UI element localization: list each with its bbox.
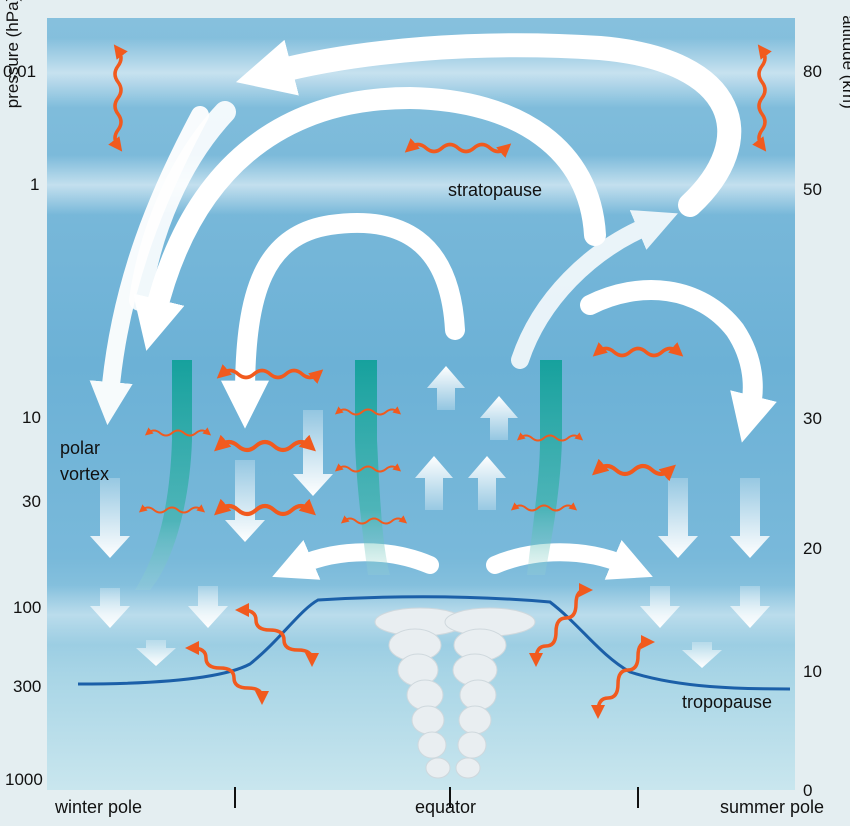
wave-arrow: [214, 434, 316, 452]
bottom-ticks: [234, 787, 639, 808]
pressure-axis-title: pressure (hPa): [3, 0, 22, 109]
equator-label: equator: [415, 797, 477, 817]
altitude-tick: 50: [803, 180, 822, 199]
wave-arrow: [235, 603, 319, 667]
tropical-divergence-right: [486, 540, 653, 580]
tropical-divergence-left: [272, 540, 439, 580]
polar-vortex-label-line2: vortex: [60, 464, 110, 484]
pressure-tick: 1: [30, 175, 40, 194]
wave-arrow: [404, 138, 512, 158]
convective-clouds: [374, 607, 536, 779]
pressure-tick: 300: [13, 677, 42, 696]
pressure-tick: 1000: [5, 770, 43, 789]
down-arrow: [188, 586, 228, 628]
stratopause-label: stratopause: [448, 180, 543, 200]
pressure-tick: 10: [22, 408, 41, 427]
up-arrow: [427, 366, 465, 410]
rising-to-upper-arrow: [511, 210, 678, 369]
wave-arrow: [529, 583, 593, 667]
inner-stratospheric-arrow: [221, 212, 465, 429]
winter-pole-label: winter pole: [55, 797, 143, 817]
down-arrow: [90, 588, 130, 628]
wave-arrow: [510, 502, 578, 512]
wave-arrow: [592, 342, 684, 358]
circulation-arrows: [89, 33, 777, 580]
wave-arrows: [108, 44, 772, 719]
wave-arrow: [592, 458, 676, 482]
down-arrow: [730, 586, 770, 628]
wave-arrow: [752, 44, 772, 152]
altitude-tick: 80: [803, 62, 822, 81]
winter-vortex-band: [135, 360, 192, 590]
summer-band: [527, 360, 562, 575]
wave-arrow: [138, 504, 206, 514]
wave-arrow: [214, 498, 316, 516]
altitude-tick: 30: [803, 409, 822, 428]
altitude-axis-title: altitude (km): [839, 15, 850, 109]
wave-arrow: [334, 463, 402, 473]
down-arrow: [136, 640, 176, 666]
wave-arrow: [340, 515, 408, 525]
tropopause-label: tropopause: [682, 692, 773, 712]
pressure-tick: 30: [22, 492, 41, 511]
mesospheric-arrow: [133, 86, 606, 351]
wave-arrow: [334, 406, 402, 416]
altitude-tick: 20: [803, 539, 822, 558]
down-arrow: [293, 410, 333, 496]
down-arrow: [730, 478, 770, 558]
left-stratospheric-arrow: [89, 106, 209, 426]
up-arrow: [415, 456, 453, 510]
altitude-tick: 10: [803, 662, 822, 681]
pressure-tick: 100: [13, 598, 42, 617]
wave-arrow: [185, 641, 269, 705]
altitude-tick: 0: [803, 781, 813, 800]
polar-vortex-label-line1: polar: [60, 438, 101, 458]
wave-arrow: [108, 44, 128, 152]
up-arrow: [480, 396, 518, 440]
wave-arrow: [144, 427, 212, 437]
up-arrow: [468, 456, 506, 510]
wave-arrow: [216, 364, 324, 384]
upper-mesospheric-arrow: [235, 33, 742, 217]
pressure-tick: 0,01: [3, 62, 37, 81]
down-arrow: [640, 586, 680, 628]
wave-arrow: [591, 635, 655, 719]
down-arrow: [90, 478, 130, 558]
summer-stratospheric-arrow: [580, 280, 777, 443]
summer-pole-label: summer pole: [720, 797, 825, 817]
wave-arrow: [516, 432, 584, 442]
down-arrow: [682, 642, 722, 668]
down-arrow: [658, 478, 698, 558]
